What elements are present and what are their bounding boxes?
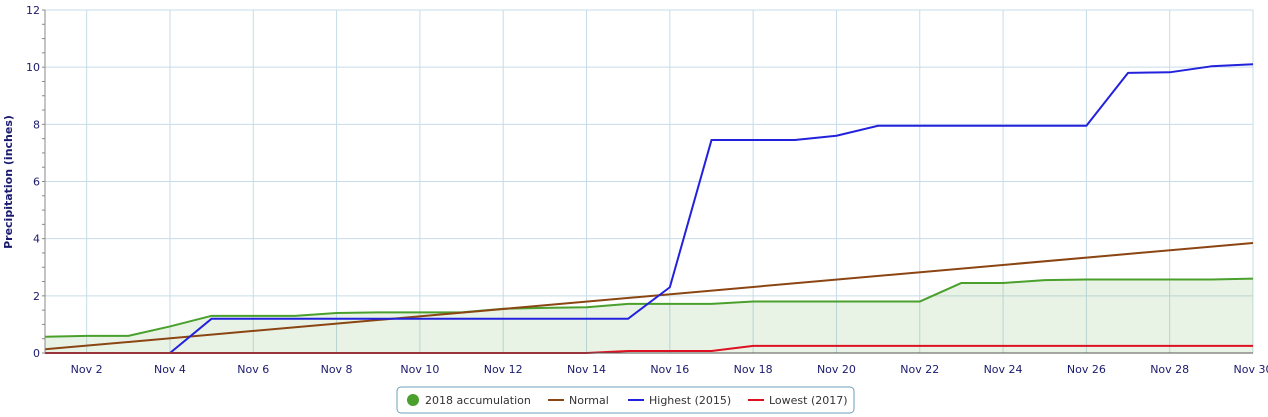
- legend-label-highest-2015: Highest (2015): [649, 394, 731, 407]
- x-tick-label: Nov 12: [484, 363, 523, 376]
- x-tick-label: Nov 20: [817, 363, 856, 376]
- y-tick-label: 8: [33, 118, 40, 131]
- x-tick-label: Nov 30: [1234, 363, 1268, 376]
- legend-label-lowest-2017: Lowest (2017): [769, 394, 848, 407]
- x-tick-label: Nov 26: [1067, 363, 1106, 376]
- x-tick-label: Nov 4: [154, 363, 186, 376]
- legend-symbol-2018-accumulation: [407, 394, 419, 406]
- x-tick-label: Nov 10: [400, 363, 439, 376]
- series-area-2018-accumulation: [45, 278, 1253, 353]
- y-tick-label: 2: [33, 290, 40, 303]
- x-tick-label: Nov 28: [1150, 363, 1189, 376]
- series-line-highest-2015[interactable]: [45, 63, 1254, 354]
- x-tick-label: Nov 16: [650, 363, 689, 376]
- x-tick-label: Nov 14: [567, 363, 606, 376]
- legend-label-normal: Normal: [569, 394, 609, 407]
- legend-box: [396, 386, 855, 414]
- legend-label-2018-accumulation: 2018 accumulation: [425, 394, 531, 407]
- x-tick-label: Nov 6: [237, 363, 269, 376]
- legend: 2018 accumulation Normal Highest (2015) Low…: [396, 386, 855, 414]
- legend-item-highest-2015[interactable]: Highest (2015): [628, 394, 731, 407]
- legend-item-2018-accumulation[interactable]: 2018 accumulation: [407, 394, 531, 407]
- x-tick-label: Nov 18: [734, 363, 773, 376]
- legend-item-normal[interactable]: Normal: [548, 394, 609, 407]
- x-tick-label: Nov 22: [900, 363, 939, 376]
- series-group: [44, 63, 1254, 354]
- y-tick-label: 6: [33, 176, 40, 189]
- legend-item-lowest-2017[interactable]: Lowest (2017): [748, 394, 848, 407]
- x-tick-label: Nov 2: [71, 363, 103, 376]
- y-tick-label: 0: [33, 347, 40, 360]
- y-tick-label: 4: [33, 233, 40, 246]
- axes: 0 2 4 6 8 10 12 Nov 2 Nov 4 Nov 6 Nov 8 Nov 10 Nov 1…: [26, 4, 1268, 376]
- x-tick-label: Nov 24: [984, 363, 1023, 376]
- y-tick-label: 12: [26, 4, 40, 17]
- x-tick-label: Nov 8: [321, 363, 353, 376]
- series-line-normal[interactable]: [44, 241, 1254, 351]
- y-axis-title: Precipitation (inches): [2, 115, 15, 249]
- y-tick-label: 10: [26, 61, 40, 74]
